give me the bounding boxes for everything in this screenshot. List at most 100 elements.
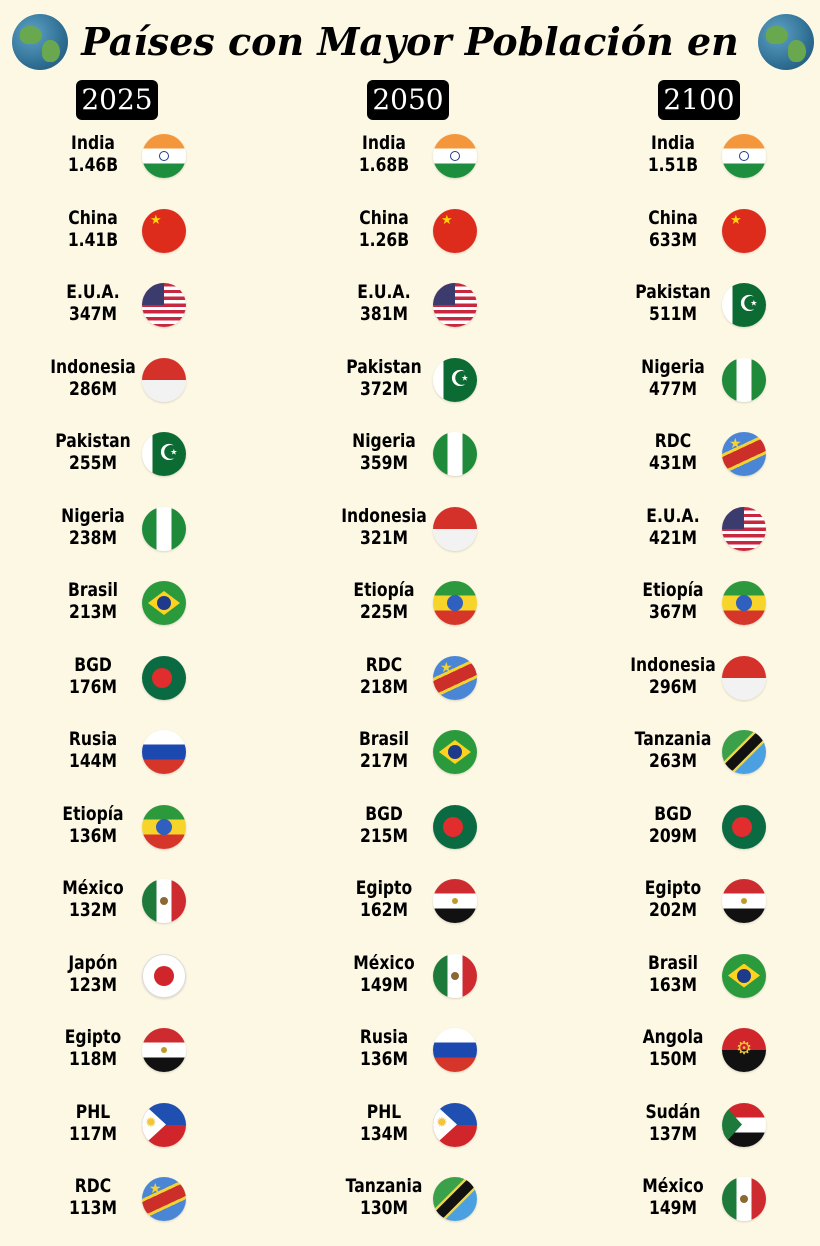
country-row: México 149M: [291, 948, 551, 1023]
bgd-flag-icon: [722, 804, 766, 849]
country-text: Japón 123M: [40, 952, 147, 996]
country-row: Pakistan 255M: [0, 426, 260, 501]
population-value: 202M: [648, 899, 698, 921]
population-value: 286M: [68, 377, 118, 400]
country-row: Nigeria 238M: [0, 501, 260, 576]
bgd-flag-icon: [142, 655, 186, 700]
population-value: 321M: [359, 526, 409, 549]
country-text: Angola 150M: [620, 1026, 727, 1070]
india-flag-icon: [142, 134, 186, 178]
angola-flag-icon: [722, 1028, 766, 1072]
country-text: China 633M: [620, 207, 727, 251]
country-row: China 1.41B: [0, 203, 260, 278]
country-row: Pakistan 511M: [580, 277, 820, 352]
country-name: China: [648, 206, 698, 229]
mexico-flag-icon: [433, 953, 477, 998]
country-name: Brasil: [647, 951, 699, 974]
country-row: India 1.68B: [291, 128, 551, 203]
rdc-flag-icon: [142, 1177, 186, 1221]
country-name: China: [359, 206, 409, 229]
country-name: PHL: [366, 1100, 402, 1123]
china-flag-icon: [142, 208, 186, 253]
population-value: 359M: [359, 452, 409, 474]
brasil-flag-icon: [722, 953, 766, 998]
population-value: 372M: [359, 377, 409, 400]
year-badge-2025: 2025: [76, 80, 158, 120]
year-badge-2050: 2050: [367, 80, 449, 120]
country-name: Egipto: [64, 1026, 122, 1048]
nigeria-flag-icon: [433, 432, 477, 476]
country-name: Etiopía: [353, 579, 415, 601]
mexico-flag-icon: [142, 879, 186, 923]
country-row: Brasil 217M: [291, 724, 551, 799]
country-text: E.U.A. 381M: [331, 281, 438, 325]
country-row: E.U.A. 421M: [580, 501, 820, 576]
country-row: Etiopía 367M: [580, 575, 820, 650]
sudan-flag-icon: [722, 1102, 766, 1147]
population-value: 381M: [359, 303, 409, 325]
country-name: Tanzania: [345, 1175, 423, 1197]
population-value: 134M: [359, 1122, 409, 1145]
country-name: Indonesia: [50, 355, 136, 378]
country-row: Indonesia 286M: [0, 352, 260, 427]
population-value: 215M: [359, 824, 409, 847]
header: Países con Mayor Población en: [0, 0, 820, 80]
country-text: E.U.A. 421M: [620, 505, 727, 549]
country-text: Etiopía 367M: [620, 579, 727, 623]
indonesia-flag-icon: [722, 655, 766, 700]
country-name: RDC: [74, 1175, 112, 1197]
country-text: Indonesia 296M: [620, 654, 727, 698]
country-name: México: [353, 951, 415, 974]
country-name: Brasil: [358, 728, 410, 750]
country-name: Pakistan: [55, 430, 131, 452]
population-value: 123M: [68, 973, 118, 996]
country-name: BGD: [74, 653, 112, 676]
country-row: BGD 215M: [291, 799, 551, 874]
country-name: Brasil: [67, 579, 119, 601]
egipto-flag-icon: [722, 879, 766, 923]
population-value: 149M: [359, 973, 409, 996]
country-name: India: [651, 132, 695, 154]
population-value: 149M: [648, 1197, 698, 1219]
brasil-flag-icon: [142, 581, 186, 625]
country-name: E.U.A.: [357, 281, 411, 303]
country-name: BGD: [365, 802, 403, 825]
population-value: 213M: [68, 601, 118, 623]
country-name: Egipto: [355, 877, 413, 899]
country-name: Tanzania: [634, 728, 712, 750]
population-value: 1.68B: [358, 154, 410, 176]
country-text: Nigeria 238M: [40, 505, 147, 549]
country-row: Angola 150M: [580, 1022, 820, 1097]
indonesia-flag-icon: [142, 357, 186, 402]
country-name: Nigeria: [352, 430, 416, 452]
population-value: 431M: [648, 452, 698, 474]
country-text: Etiopía 136M: [40, 803, 147, 847]
population-value: 117M: [68, 1122, 118, 1145]
usa-flag-icon: [433, 283, 477, 327]
rusia-flag-icon: [433, 1028, 477, 1072]
country-name: India: [71, 132, 115, 154]
rdc-flag-icon: [433, 655, 477, 700]
country-name: México: [62, 877, 124, 899]
country-text: Pakistan 511M: [620, 281, 727, 325]
country-row: Etiopía 225M: [291, 575, 551, 650]
bgd-flag-icon: [433, 804, 477, 849]
country-name: Angola: [642, 1026, 704, 1048]
country-row: China 1.26B: [291, 203, 551, 278]
nigeria-flag-icon: [722, 357, 766, 402]
population-value: 136M: [359, 1048, 409, 1070]
country-name: Etiopía: [642, 579, 704, 601]
japon-flag-icon: [142, 953, 186, 998]
country-name: PHL: [75, 1100, 111, 1123]
population-value: 150M: [648, 1048, 698, 1070]
country-row: Rusia 136M: [291, 1022, 551, 1097]
country-text: Brasil 213M: [40, 579, 147, 623]
country-text: BGD 176M: [40, 654, 147, 698]
country-row: Indonesia 321M: [291, 501, 551, 576]
population-value: 1.46B: [67, 154, 119, 176]
population-value: 130M: [359, 1197, 409, 1219]
country-text: BGD 215M: [331, 803, 438, 847]
country-text: Rusia 136M: [331, 1026, 438, 1070]
tanzania-flag-icon: [722, 730, 766, 774]
